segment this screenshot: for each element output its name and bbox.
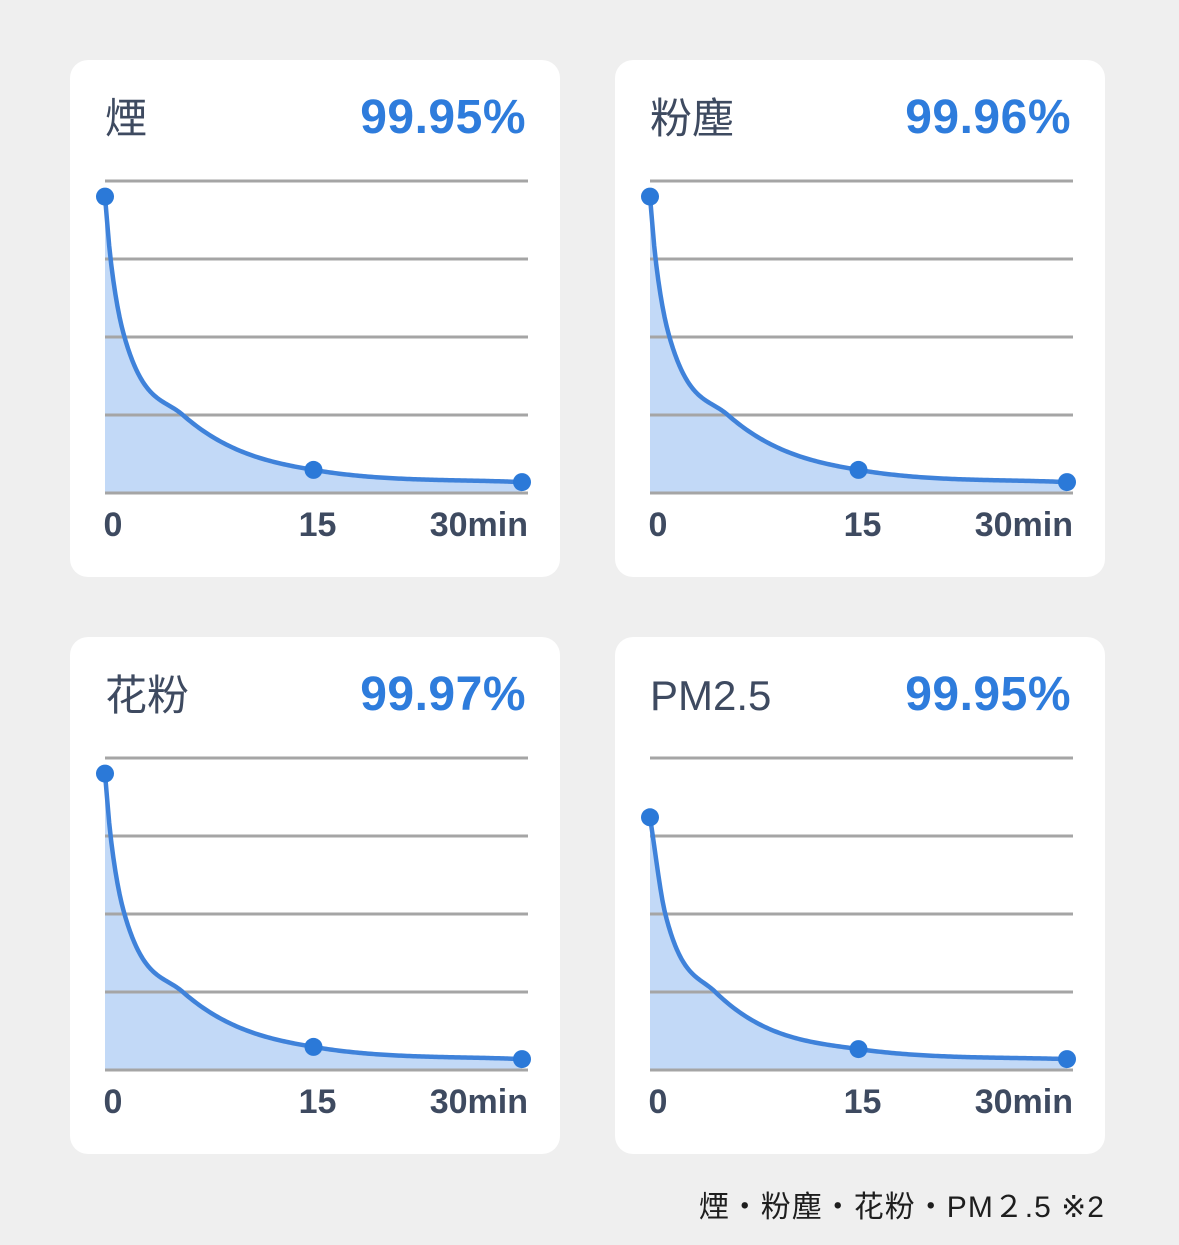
efficiency-value: 99.95% [905,668,1071,721]
efficiency-value: 99.96% [905,91,1071,144]
x-tick-label: 30min [430,506,528,544]
chart-card-pollen: 花粉 99.97% 0 15 30min [70,637,560,1154]
x-tick-label: 0 [649,1083,668,1121]
data-point [849,1040,868,1059]
x-tick-label: 0 [649,506,668,544]
chart-card-pm25: PM2.5 99.95% 0 15 30min [615,637,1105,1154]
footnote: 煙・粉塵・花粉・PM２.5 ※2 [698,1191,1105,1224]
cards-grid: 煙 99.95% 0 15 30min 粉塵 99.96% 0 15 30min 花粉 … [70,60,1105,1154]
data-point [513,473,531,492]
x-tick-label: 0 [104,1083,123,1121]
data-point [304,1037,323,1056]
decay-chart: 0 15 30min [641,756,1076,1121]
x-tick-label: 30min [975,1083,1073,1121]
card-header: 煙 99.95% [105,94,526,142]
card-header: 粉塵 99.96% [650,94,1071,142]
efficiency-value: 99.97% [360,668,526,721]
efficiency-value: 99.95% [360,91,526,144]
x-tick-label: 15 [844,506,882,544]
card-header: PM2.5 99.95% [650,671,1071,719]
area-fill [105,773,522,1070]
card-title: 花粉 [105,672,190,719]
card-header: 花粉 99.97% [105,671,526,719]
chart-card-smoke: 煙 99.95% 0 15 30min [70,60,560,577]
area-fill [105,196,522,493]
data-point [1058,1050,1076,1069]
decay-chart: 0 15 30min [96,179,531,544]
area-fill [650,196,1067,493]
x-tick-label: 0 [104,506,123,544]
card-title: 煙 [105,95,148,142]
x-tick-label: 30min [430,1083,528,1121]
data-point [641,187,659,206]
data-point [849,460,868,479]
data-point [1058,473,1076,492]
x-tick-label: 15 [844,1083,882,1121]
chart-card-dust: 粉塵 99.96% 0 15 30min [615,60,1105,577]
x-tick-label: 30min [975,506,1073,544]
data-point [96,764,114,783]
card-title: PM2.5 [650,672,772,719]
decay-chart: 0 15 30min [641,179,1076,544]
x-tick-label: 15 [299,1083,337,1121]
x-tick-label: 15 [299,506,337,544]
decay-chart: 0 15 30min [96,756,531,1121]
card-title: 粉塵 [650,95,735,142]
data-point [641,808,659,827]
area-fill [650,817,1067,1070]
data-point [304,460,323,479]
data-point [513,1050,531,1069]
data-point [96,187,114,206]
